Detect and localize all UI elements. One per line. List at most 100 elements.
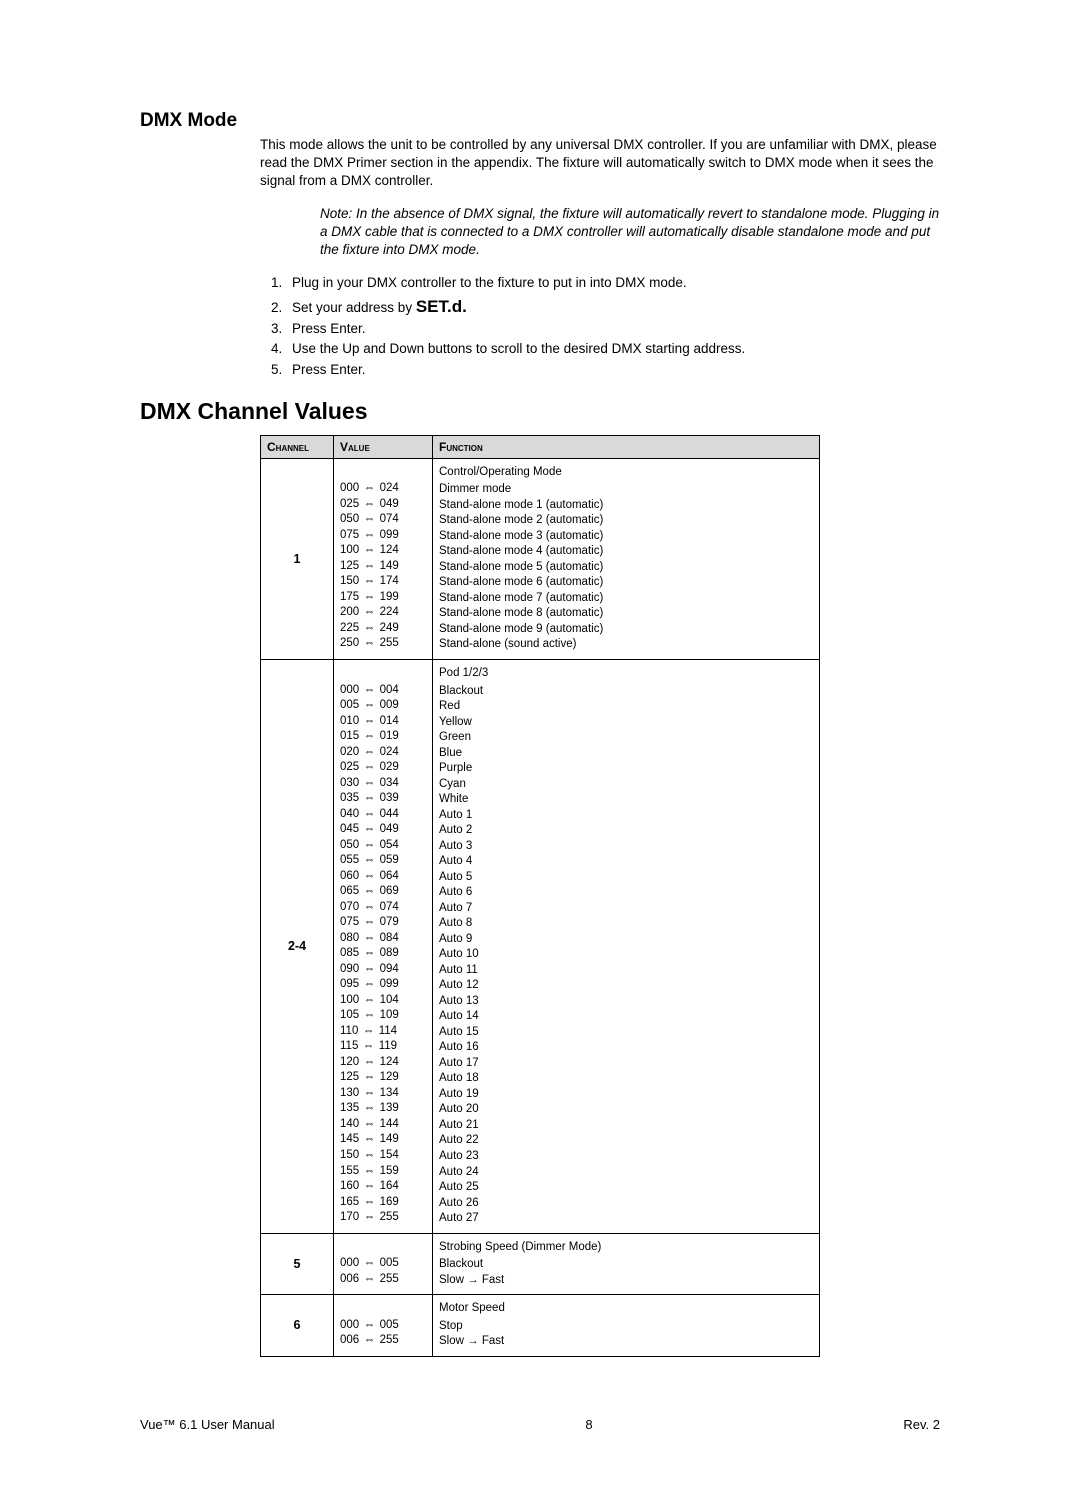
function-label: Auto 25: [439, 1180, 813, 1196]
function-label: Stand-alone mode 9 (automatic): [439, 622, 813, 638]
value-range: 125 ⇔ 129: [340, 1070, 426, 1086]
intro-paragraph: This mode allows the unit to be controll…: [260, 136, 940, 191]
value-range: 115 ⇔ 119: [340, 1039, 426, 1055]
value-range: 065 ⇔ 069: [340, 884, 426, 900]
page-footer: Vue™ 6.1 User Manual 8 Rev. 2: [140, 1417, 940, 1432]
function-label: Stand-alone mode 4 (automatic): [439, 544, 813, 560]
footer-center: 8: [585, 1417, 592, 1432]
value-spacer: [340, 466, 426, 482]
value-range: 005 ⇔ 009: [340, 698, 426, 714]
value-range: 006 ⇔ 255: [340, 1333, 426, 1349]
step-3: Press Enter.: [286, 319, 940, 339]
value-range: 050 ⇔ 074: [340, 512, 426, 528]
function-group-header: Control/Operating Mode: [439, 465, 813, 481]
function-label: Cyan: [439, 777, 813, 793]
function-label: Slow → Fast: [439, 1273, 813, 1289]
function-cell: Pod 1/2/3BlackoutRedYellowGreenBluePurpl…: [433, 660, 820, 1234]
function-label: Stand-alone mode 1 (automatic): [439, 498, 813, 514]
function-label: Auto 1: [439, 808, 813, 824]
channel-cell: 1: [261, 458, 334, 659]
function-label: Auto 15: [439, 1025, 813, 1041]
value-range: 170 ⇔ 255: [340, 1210, 426, 1226]
value-range: 125 ⇔ 149: [340, 559, 426, 575]
function-cell: Motor SpeedStopSlow → Fast: [433, 1295, 820, 1357]
value-range: 045 ⇔ 049: [340, 822, 426, 838]
value-range: 145 ⇔ 149: [340, 1132, 426, 1148]
function-label: Auto 5: [439, 870, 813, 886]
channel-cell: 5: [261, 1233, 334, 1295]
function-label: Auto 17: [439, 1056, 813, 1072]
value-range: 015 ⇔ 019: [340, 729, 426, 745]
value-range: 225 ⇔ 249: [340, 621, 426, 637]
function-cell: Control/Operating ModeDimmer modeStand-a…: [433, 458, 820, 659]
value-range: 000 ⇔ 005: [340, 1318, 426, 1334]
value-range: 085 ⇔ 089: [340, 946, 426, 962]
value-range: 150 ⇔ 154: [340, 1148, 426, 1164]
page: DMX Mode This mode allows the unit to be…: [0, 0, 1080, 1492]
value-range: 110 ⇔ 114: [340, 1024, 426, 1040]
function-label: Auto 23: [439, 1149, 813, 1165]
function-group-header: Pod 1/2/3: [439, 666, 813, 682]
value-range: 080 ⇔ 084: [340, 931, 426, 947]
footer-right: Rev. 2: [903, 1417, 940, 1432]
value-cell: 000 ⇔ 005006 ⇔ 255: [334, 1295, 433, 1357]
function-label: Stand-alone mode 7 (automatic): [439, 591, 813, 607]
value-range: 025 ⇔ 049: [340, 497, 426, 513]
function-label: Auto 6: [439, 885, 813, 901]
function-label: Auto 22: [439, 1133, 813, 1149]
footer-left: Vue™ 6.1 User Manual: [140, 1417, 275, 1432]
function-label: Auto 12: [439, 978, 813, 994]
table-row: 5 000 ⇔ 005006 ⇔ 255Strobing Speed (Dimm…: [261, 1233, 820, 1295]
function-label: Auto 19: [439, 1087, 813, 1103]
channel-cell: 2-4: [261, 660, 334, 1234]
value-range: 075 ⇔ 079: [340, 915, 426, 931]
value-range: 050 ⇔ 054: [340, 838, 426, 854]
function-label: White: [439, 792, 813, 808]
function-label: Stand-alone mode 2 (automatic): [439, 513, 813, 529]
value-range: 175 ⇔ 199: [340, 590, 426, 606]
function-label: Auto 21: [439, 1118, 813, 1134]
function-label: Stand-alone mode 8 (automatic): [439, 606, 813, 622]
value-range: 000 ⇔ 004: [340, 683, 426, 699]
function-label: Auto 18: [439, 1071, 813, 1087]
function-label: Auto 4: [439, 854, 813, 870]
function-label: Auto 14: [439, 1009, 813, 1025]
function-label: Auto 13: [439, 994, 813, 1010]
function-label: Auto 20: [439, 1102, 813, 1118]
value-range: 020 ⇔ 024: [340, 745, 426, 761]
step-2: Set your address by SET.d.: [286, 294, 940, 320]
value-cell: 000 ⇔ 024025 ⇔ 049050 ⇔ 074075 ⇔ 099100 …: [334, 458, 433, 659]
function-label: Blackout: [439, 1257, 813, 1273]
function-cell: Strobing Speed (Dimmer Mode)BlackoutSlow…: [433, 1233, 820, 1295]
function-label: Stand-alone (sound active): [439, 637, 813, 653]
function-label: Auto 11: [439, 963, 813, 979]
value-range: 250 ⇔ 255: [340, 636, 426, 652]
function-label: Auto 16: [439, 1040, 813, 1056]
function-label: Auto 24: [439, 1165, 813, 1181]
value-range: 140 ⇔ 144: [340, 1117, 426, 1133]
value-spacer: [340, 667, 426, 683]
th-function: Function: [433, 435, 820, 458]
function-label: Auto 2: [439, 823, 813, 839]
th-channel: Channel: [261, 435, 334, 458]
function-label: Slow → Fast: [439, 1334, 813, 1350]
value-range: 055 ⇔ 059: [340, 853, 426, 869]
value-range: 120 ⇔ 124: [340, 1055, 426, 1071]
function-label: Auto 26: [439, 1196, 813, 1212]
section-title-dmx-mode: DMX Mode: [140, 110, 940, 132]
value-range: 130 ⇔ 134: [340, 1086, 426, 1102]
value-range: 165 ⇔ 169: [340, 1195, 426, 1211]
value-range: 010 ⇔ 014: [340, 714, 426, 730]
function-group-header: Strobing Speed (Dimmer Mode): [439, 1240, 813, 1256]
value-range: 070 ⇔ 074: [340, 900, 426, 916]
value-range: 035 ⇔ 039: [340, 791, 426, 807]
function-group-header: Motor Speed: [439, 1301, 813, 1317]
value-range: 160 ⇔ 164: [340, 1179, 426, 1195]
value-spacer: [340, 1241, 426, 1257]
section-title-dmx-channel-values: DMX Channel Values: [140, 398, 940, 425]
steps-block: Plug in your DMX controller to the fixtu…: [260, 273, 940, 380]
function-label: Stand-alone mode 3 (automatic): [439, 529, 813, 545]
value-range: 150 ⇔ 174: [340, 574, 426, 590]
dmx-channel-table: Channel Value Function 1 000 ⇔ 024025 ⇔ …: [260, 435, 820, 1357]
value-range: 075 ⇔ 099: [340, 528, 426, 544]
